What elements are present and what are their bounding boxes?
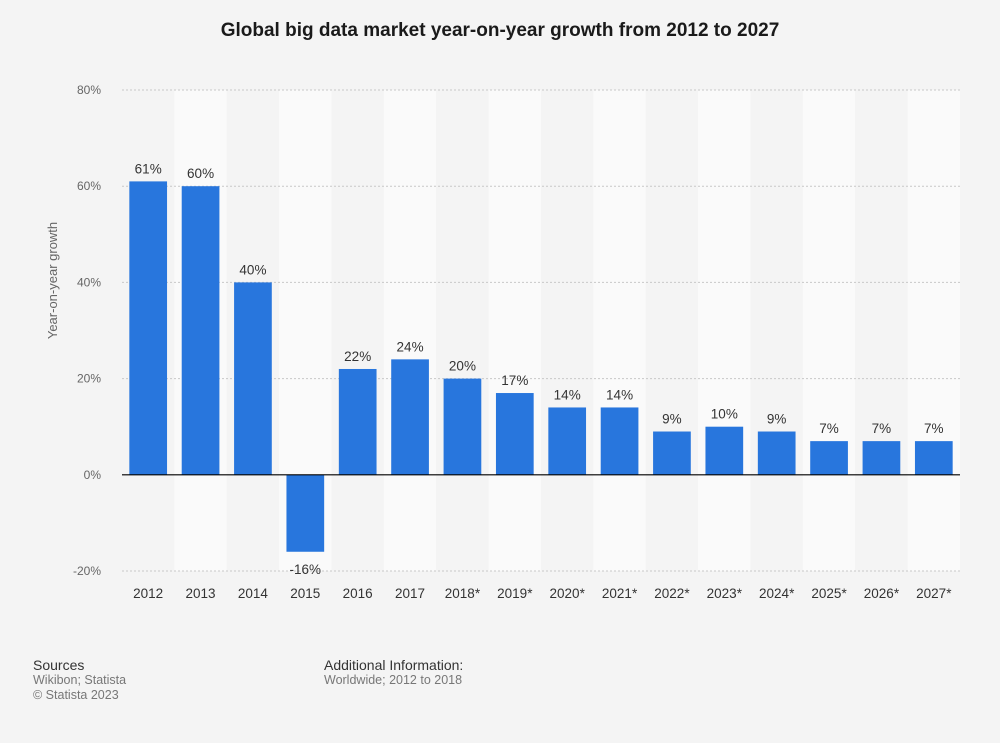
column-band [802,90,856,571]
x-tick-label: 2027* [916,586,952,601]
additional-info-text: Worldwide; 2012 to 2018 [324,673,463,687]
x-tick-label: 2017 [395,586,425,601]
bar [443,378,482,475]
bar [705,426,744,475]
x-tick-label: 2024* [759,586,795,601]
data-label: 7% [819,421,839,436]
x-tick-label: 2020* [550,586,586,601]
data-label: 14% [606,387,633,402]
x-tick-label: 2022* [654,586,690,601]
data-label: 60% [187,166,214,181]
data-label: 10% [711,407,738,422]
data-label: 20% [449,359,476,374]
x-tick-label: 2012 [133,586,163,601]
x-tick-label: 2014 [238,586,269,601]
x-axis-ticks: 2012 2013 2014 2015 2016 2017 2018* 2019* 2020* 2… [133,586,952,601]
x-tick-label: 2023* [707,586,743,601]
data-label: 7% [872,421,892,436]
column-band [593,90,646,571]
x-tick-label: 2021* [602,586,638,601]
bar [234,282,272,475]
data-label: 61% [135,161,162,176]
data-label: 7% [924,421,944,436]
y-tick-label: 40% [77,275,101,289]
y-tick-label: -20% [73,564,101,578]
sources-heading: Sources [33,657,85,673]
column-band [907,90,960,571]
bar [653,431,691,475]
bar [600,407,639,475]
x-tick-label: 2026* [864,586,900,601]
column-band [488,90,541,571]
data-label: 40% [239,262,266,277]
x-tick-label: 2018* [445,586,481,601]
data-label: -16% [290,562,322,577]
x-tick-label: 2013 [186,586,216,601]
bars [129,181,953,552]
bar [548,407,587,475]
bar [391,359,429,475]
chart-title: Global big data market year-on-year grow… [220,20,780,41]
bar [181,186,220,475]
bar-chart: -20% 0% 20% 40% 60% 80% 61% 60% 40% -16% 22% 24% 20… [45,83,960,601]
bar [286,474,325,552]
y-tick-label: 0% [84,468,102,482]
bar [129,181,168,475]
data-label: 9% [767,412,787,427]
bar [914,441,953,475]
data-label: 14% [554,387,581,402]
column-band [383,90,437,571]
copyright-text: © Statista 2023 [33,688,119,702]
x-tick-label: 2019* [497,586,533,601]
column-band [750,90,803,571]
x-tick-label: 2016 [343,586,373,601]
bar [757,431,796,475]
data-label: 17% [501,373,528,388]
x-tick-label: 2025* [811,586,847,601]
x-tick-label: 2015 [290,586,320,601]
column-band [855,90,908,571]
column-band [698,90,751,571]
additional-info-block: Additional Information: Worldwide; 2012 … [324,658,463,688]
column-band [331,90,384,571]
bar [338,368,377,475]
data-label: 24% [397,339,424,354]
column-band [436,90,489,571]
y-axis-label: Year-on-year growth [45,222,60,339]
column-band [541,90,594,571]
column-band [645,90,699,571]
data-label: 9% [662,412,682,427]
y-tick-label: 60% [77,179,101,193]
y-axis-ticks: -20% 0% 20% 40% 60% 80% [73,83,101,578]
value-labels: 61% 60% 40% -16% 22% 24% 20% 17% 14% 14% 9% 10% 9% 7%… [135,161,944,576]
y-tick-label: 20% [77,372,101,386]
bar [862,441,901,475]
sources-text: Wikibon; Statista [33,673,127,687]
data-label: 22% [344,349,371,364]
bar [810,441,848,475]
sources-block: Sources Wikibon; Statista © Statista 202… [33,658,126,703]
y-tick-label: 80% [77,83,101,97]
bar [495,393,534,475]
additional-info-heading: Additional Information: [324,657,464,673]
